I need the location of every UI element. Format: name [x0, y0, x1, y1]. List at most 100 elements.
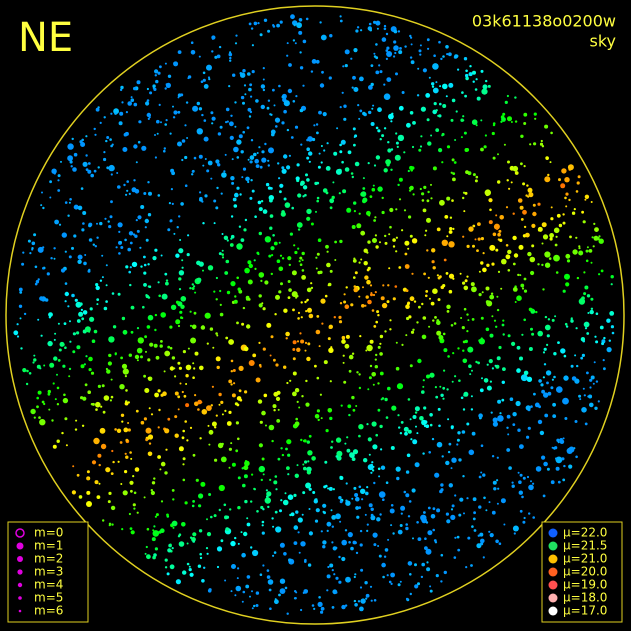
star: [465, 148, 470, 152]
star: [496, 295, 499, 298]
star: [137, 215, 142, 220]
star: [461, 326, 465, 330]
star: [403, 151, 406, 154]
star: [378, 491, 386, 498]
star: [298, 551, 301, 554]
star: [345, 482, 348, 485]
star: [89, 307, 93, 311]
star: [210, 515, 213, 519]
star: [519, 473, 523, 477]
star: [249, 595, 251, 598]
star: [293, 493, 297, 497]
star: [44, 298, 49, 302]
star: [452, 177, 456, 182]
star: [22, 251, 25, 254]
star: [450, 118, 454, 122]
star: [259, 33, 263, 37]
star: [363, 248, 368, 253]
star: [523, 289, 528, 293]
star: [409, 573, 412, 576]
star: [217, 132, 222, 136]
star: [120, 246, 124, 249]
star: [56, 373, 58, 376]
star: [197, 399, 202, 405]
star: [84, 254, 87, 256]
star: [310, 286, 314, 290]
star: [136, 327, 140, 330]
star: [225, 107, 230, 112]
star: [99, 221, 103, 226]
star: [470, 395, 473, 398]
star: [87, 162, 91, 165]
star: [443, 258, 447, 262]
star: [315, 123, 319, 126]
star: [218, 45, 222, 49]
star: [291, 206, 295, 210]
star: [192, 532, 197, 537]
star: [375, 56, 379, 60]
star: [147, 451, 153, 457]
star: [570, 318, 573, 321]
star: [556, 386, 563, 393]
star: [584, 327, 588, 330]
star: [154, 547, 158, 551]
star: [436, 330, 442, 336]
star: [451, 504, 455, 508]
star: [543, 347, 547, 351]
star: [541, 455, 546, 460]
star: [274, 475, 278, 478]
star: [315, 329, 321, 335]
star: [260, 200, 264, 203]
star: [430, 197, 433, 200]
star: [436, 508, 441, 513]
star: [165, 119, 168, 122]
star: [133, 144, 138, 149]
star: [338, 580, 342, 584]
star: [598, 235, 601, 238]
star: [312, 491, 316, 494]
star: [537, 419, 543, 425]
brightness-marker: [548, 528, 558, 538]
star: [41, 400, 45, 404]
star: [267, 579, 274, 585]
star: [211, 37, 214, 40]
star: [230, 383, 233, 386]
star: [196, 261, 200, 265]
star: [198, 154, 203, 159]
star: [127, 422, 130, 424]
star: [206, 405, 212, 411]
star: [95, 401, 101, 408]
star: [496, 502, 499, 505]
star: [160, 461, 166, 467]
star: [590, 375, 595, 380]
star: [436, 441, 443, 448]
star: [306, 178, 310, 182]
star: [167, 417, 171, 421]
star: [164, 123, 167, 126]
star: [420, 135, 423, 138]
star: [248, 263, 253, 269]
star: [405, 334, 408, 337]
star: [57, 174, 61, 178]
star: [565, 253, 571, 259]
star: [76, 473, 80, 477]
star: [321, 322, 324, 325]
star: [596, 236, 600, 241]
star: [383, 127, 387, 130]
star: [47, 340, 53, 347]
star: [69, 198, 72, 201]
star: [439, 85, 442, 88]
star: [238, 365, 244, 371]
star: [516, 295, 522, 302]
star: [306, 298, 309, 302]
star: [153, 477, 156, 480]
star: [247, 279, 253, 285]
star: [453, 322, 457, 325]
star: [218, 403, 221, 406]
star: [154, 69, 159, 74]
star: [426, 199, 430, 203]
star: [530, 327, 533, 331]
star: [264, 280, 269, 285]
star: [491, 455, 495, 458]
star: [42, 267, 45, 270]
